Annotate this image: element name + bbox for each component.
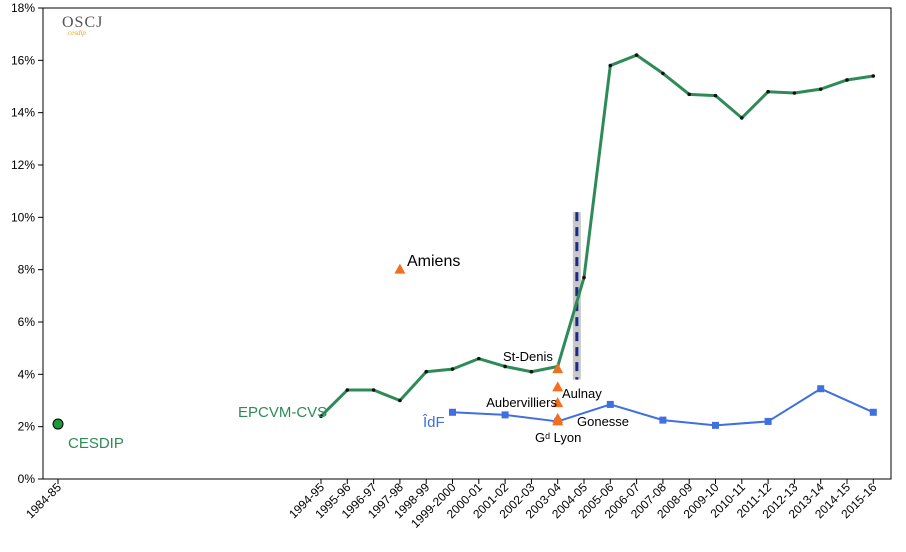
y-tick-label: 2% [18, 420, 36, 434]
data-point-epcvm-cvs [792, 91, 797, 95]
data-point-epcvm-cvs [371, 388, 376, 392]
y-tick-label: 0% [18, 472, 36, 486]
data-point-epcvm-cvs [424, 369, 429, 374]
data-point-idf [817, 385, 825, 393]
point-label: Aubervilliers [486, 395, 557, 410]
data-point-epcvm-cvs [871, 74, 876, 78]
data-point-idf [501, 411, 509, 419]
data-point-epcvm-cvs [687, 92, 691, 97]
point-cesdip [52, 418, 64, 430]
series-line-epcvm-cvs [319, 53, 874, 418]
data-point-idf [869, 408, 877, 416]
data-point-idf [606, 400, 614, 408]
y-tick-label: 12% [11, 158, 35, 172]
point-amiens [394, 263, 406, 274]
plot-area [42, 7, 892, 480]
data-point-idf [449, 408, 456, 416]
series-label-idf: ÎdF [422, 414, 445, 431]
point-aubervilliers [552, 397, 564, 408]
y-tick-label: 10% [11, 210, 35, 224]
x-tick-label: 1984-85 [23, 480, 64, 521]
data-point-idf [712, 421, 719, 429]
point-label: Amiens [407, 253, 460, 270]
y-tick-label: 4% [18, 367, 36, 381]
data-point-epcvm-cvs [450, 367, 455, 371]
point-label: Gonesse [577, 414, 629, 429]
data-point-epcvm-cvs [740, 116, 744, 120]
series-label-epcvm-cvs: EPCVM-CVS [238, 404, 327, 421]
data-point-epcvm-cvs [766, 89, 770, 94]
y-tick-label: 14% [11, 106, 35, 120]
data-point-epcvm-cvs [713, 93, 718, 98]
data-point-epcvm-cvs [529, 369, 534, 374]
y-tick-label: 16% [11, 53, 35, 67]
data-point-epcvm-cvs [661, 71, 665, 76]
point-label: Aulnay [562, 386, 602, 401]
data-point-epcvm-cvs [477, 356, 481, 361]
point-aulnay [552, 381, 564, 392]
data-point-epcvm-cvs [503, 364, 507, 369]
y-tick-label: 8% [18, 263, 36, 277]
data-point-epcvm-cvs [845, 78, 849, 82]
point-g-lyon [552, 415, 564, 426]
data-point-idf [764, 417, 772, 425]
series-label-cesdip: CESDIP [68, 435, 124, 452]
point-st-denis [552, 363, 564, 374]
data-point-epcvm-cvs [398, 398, 402, 403]
data-point-epcvm-cvs [582, 275, 586, 280]
data-point-epcvm-cvs [634, 53, 639, 57]
y-tick-label: 6% [18, 315, 36, 329]
data-point-epcvm-cvs [345, 388, 350, 392]
logo-text: OSCJ [62, 14, 103, 31]
point-label: Gᵈ Lyon [535, 430, 581, 445]
data-point-epcvm-cvs [608, 63, 613, 68]
point-label: St-Denis [503, 349, 553, 364]
y-tick-label: 18% [11, 1, 35, 15]
data-point-epcvm-cvs [818, 87, 823, 91]
data-point-idf [659, 416, 667, 424]
data-point-epcvm-cvs [319, 414, 323, 419]
logo-subtext: cesdip [68, 29, 86, 37]
